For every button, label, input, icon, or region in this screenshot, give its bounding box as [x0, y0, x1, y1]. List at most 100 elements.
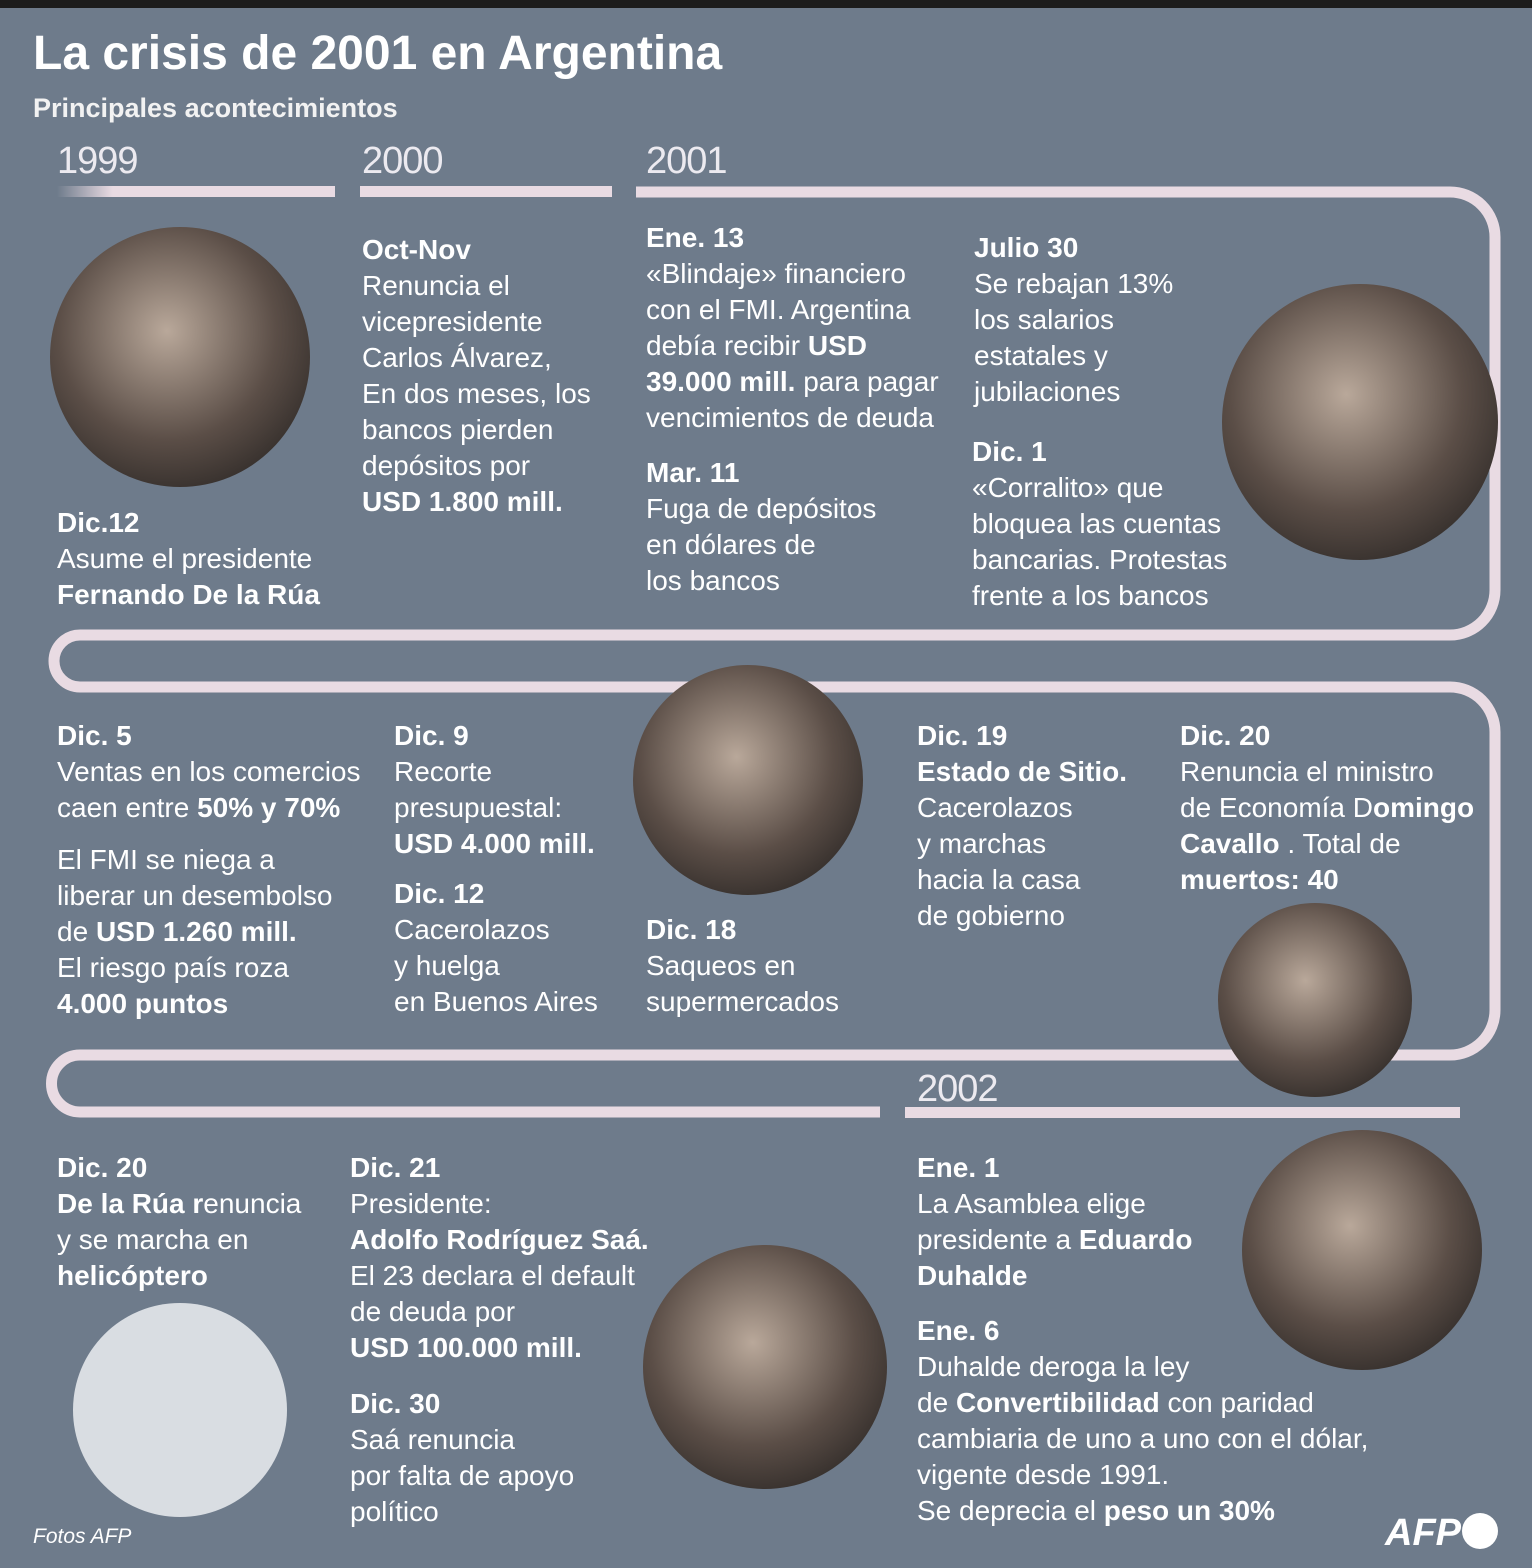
event-line: frente a los bancos [972, 580, 1209, 611]
event-line: Ventas en los comercios [57, 756, 361, 787]
event-line: de deuda por [350, 1296, 516, 1327]
event: El FMI se niega a liberar un desembolso de… [57, 842, 333, 1022]
text: presidente a [917, 1224, 1079, 1255]
event-line: Duhalde deroga la ley [917, 1351, 1190, 1382]
year-rule [905, 1107, 1460, 1118]
event-line: Asume el presidente [57, 543, 313, 574]
bold-text: 39.000 mill. [646, 366, 796, 397]
event: Dic. 1 «Corralito» que bloquea las cuentas… [972, 434, 1227, 614]
event-date: Dic. 30 [350, 1388, 441, 1419]
event-line: de USD 1.260 mill. [57, 914, 333, 950]
bold-text: 50% y 70% [197, 792, 341, 823]
text: . Total de [1279, 828, 1401, 859]
event-line: por falta de apoyo [350, 1460, 575, 1491]
event-line: Cacerolazos [394, 914, 550, 945]
event-line: helicóptero [57, 1258, 301, 1294]
text: debía recibir [646, 330, 808, 361]
event: Dic. 20 De la Rúa renuncia y se marcha en h… [57, 1150, 301, 1294]
event-date: Julio 30 [974, 232, 1079, 263]
bold-text: peso un 30% [1103, 1495, 1275, 1526]
text: de [57, 916, 96, 947]
event-line: USD 1.800 mill. [362, 484, 591, 520]
event-line: Duhalde [917, 1258, 1192, 1294]
year-label: 2001 [646, 140, 728, 182]
logo: AFP [1385, 1512, 1461, 1554]
event: Dic. 20 Renuncia el ministro de Economía D… [1180, 718, 1474, 898]
event-line: liberar un desembolso [57, 880, 333, 911]
photo [50, 227, 310, 487]
event-line: Saá renuncia [350, 1424, 516, 1455]
bold-text: Estado de Sitio. [917, 756, 1128, 787]
event-line: De la Rúa renuncia [57, 1186, 301, 1222]
event-date: Mar. 11 [646, 457, 740, 488]
event-line: Fuga de depósitos [646, 493, 877, 524]
event: Ene. 6 Duhalde deroga la ley de Convertibi… [917, 1313, 1368, 1529]
event-line: El riesgo país roza [57, 952, 289, 983]
event-line: Se rebajan 13% [974, 268, 1174, 299]
text: para pagar [795, 366, 939, 397]
event: Dic. 21 Presidente: Adolfo Rodríguez Saá. E… [350, 1150, 649, 1366]
event-date: Ene. 13 [646, 222, 745, 253]
event-line: supermercados [646, 986, 839, 1017]
bold-text: Convertibilidad [955, 1387, 1160, 1418]
event-line: de gobierno [917, 900, 1065, 931]
photo [1222, 284, 1498, 560]
event: Dic.12 Asume el presidente Fernando De la … [57, 505, 320, 613]
text: de Economía D [1180, 792, 1373, 823]
event-line: bloquea las cuentas [972, 508, 1222, 539]
event-line: político [350, 1496, 439, 1527]
event-date: Oct-Nov [362, 234, 471, 265]
event-line: El FMI se niega a [57, 844, 275, 875]
event-line: «Corralito» que [972, 472, 1164, 503]
event: Mar. 11 Fuga de depósitos en dólares de los… [646, 455, 876, 599]
event-line: presupuestal: [394, 792, 563, 823]
event-line: de Convertibilidad con paridad [917, 1385, 1368, 1421]
year-label: 2002 [917, 1068, 999, 1110]
subtitle: Principales acontecimientos [33, 93, 398, 123]
event: Dic. 9 Recorte presupuestal: USD 4.000 mill… [394, 718, 595, 862]
bold-text: Duhalde [917, 1260, 1028, 1291]
event-line: Cavallo . Total de [1180, 826, 1474, 862]
event-line: Recorte [394, 756, 493, 787]
text: de [917, 1387, 956, 1418]
event-line: En dos meses, los [362, 378, 591, 409]
event-line: Adolfo Rodríguez Saá. [350, 1222, 649, 1258]
event: Julio 30 Se rebajan 13% los salarios estata… [974, 230, 1173, 410]
event-line: jubilaciones [974, 376, 1121, 407]
event-line: en dólares de [646, 529, 816, 560]
bold-text: helicóptero [57, 1260, 208, 1291]
event-date: Dic. 21 [350, 1152, 441, 1183]
event-line: 4.000 puntos [57, 986, 333, 1022]
event-date: Dic. 9 [394, 720, 469, 751]
timeline-path [46, 186, 1501, 1118]
event-line: bancos pierden [362, 414, 554, 445]
bold-text: omingo [1373, 792, 1475, 823]
event-line: los bancos [646, 565, 780, 596]
event-line: Renuncia el ministro [1180, 756, 1434, 787]
bold-text: USD 4.000 mill. [394, 828, 595, 859]
year-rule [57, 186, 335, 197]
event-line: de Economía Domingo [1180, 790, 1474, 826]
event-date: Dic. 20 [57, 1152, 148, 1183]
event-line: cambiaria de uno a uno con el dólar, [917, 1423, 1369, 1454]
event-line: vigente desde 1991. [917, 1459, 1170, 1490]
photo [1242, 1130, 1482, 1370]
event-line: con el FMI. Argentina [646, 294, 911, 325]
event-date: Dic. 5 [57, 720, 132, 751]
event-date: Dic. 1 [972, 436, 1047, 467]
bold-text: Eduardo [1078, 1224, 1193, 1255]
event: Dic. 5 Ventas en los comercios caen entre … [57, 718, 361, 826]
event-line: Se deprecia el peso un 30% [917, 1493, 1368, 1529]
event-line: Renuncia el [362, 270, 510, 301]
bold-text: Cavallo [1180, 828, 1280, 859]
bold-text: Adolfo Rodríguez Saá. [350, 1224, 649, 1255]
event-line: Estado de Sitio. [917, 754, 1127, 790]
event-line: estatales y [974, 340, 1108, 371]
bold-text: USD 1.800 mill. [362, 486, 563, 517]
bold-text: USD [807, 330, 867, 361]
title: La crisis de 2001 en Argentina [33, 27, 723, 80]
bold-text: muertos: 40 [1180, 864, 1339, 895]
year-label: 1999 [57, 140, 139, 182]
